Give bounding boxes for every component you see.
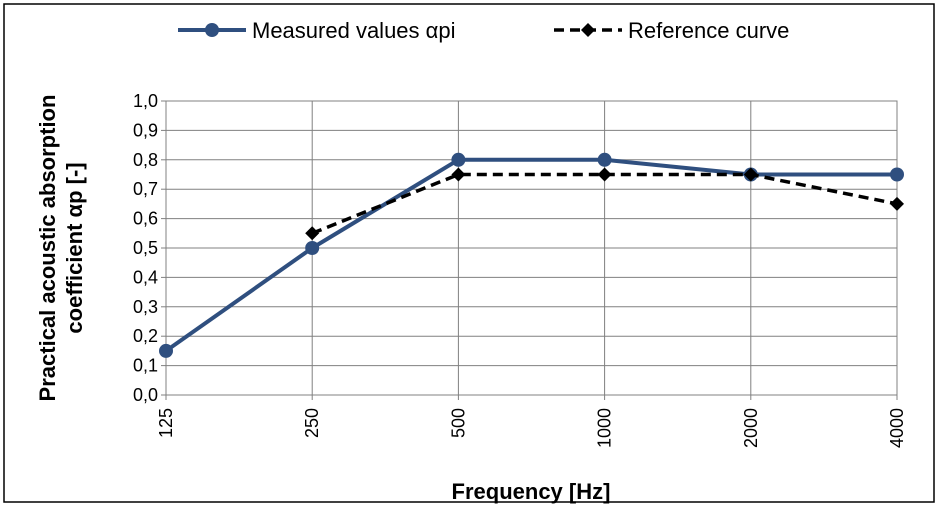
series [159, 152, 904, 358]
legend-marker-reference [581, 23, 595, 37]
x-tick-label: 125 [156, 408, 176, 438]
y-tick-label: 0,5 [133, 238, 158, 258]
data-point-0 [451, 152, 466, 167]
y-tick-label: 1,0 [133, 91, 158, 111]
y-tick-label: 0,9 [133, 120, 158, 140]
legend-item-reference: Reference curve [554, 18, 789, 43]
legend-item-measured: Measured values αpi [178, 18, 456, 43]
y-tick-label: 0,4 [133, 267, 158, 287]
y-axis-title-line-1: Practical acoustic absorption [35, 95, 60, 402]
x-tick-label: 1000 [595, 408, 615, 448]
data-point-1 [890, 196, 904, 211]
legend-label-measured: Measured values αpi [252, 18, 456, 43]
data-point-0 [305, 241, 320, 255]
x-tick-label: 500 [448, 408, 468, 438]
y-tick-label: 0,3 [133, 297, 158, 317]
y-tick-label: 0,8 [133, 150, 158, 170]
y-tick-label: 0,1 [133, 356, 158, 376]
y-tick-label: 0,2 [133, 326, 158, 346]
y-tick-label: 0,0 [133, 385, 158, 405]
data-point-1 [743, 167, 758, 182]
data-point-1 [451, 167, 466, 182]
y-axis-ticks: 0,0 0,1 0,2 0,3 0,4 0,5 0,6 0,7 0,8 0,9 1,0 [133, 91, 158, 405]
data-point-1 [305, 226, 320, 241]
data-point-0 [159, 343, 173, 358]
data-point-0 [890, 167, 904, 182]
series-line-0 [164, 157, 897, 353]
data-point-0 [597, 152, 612, 167]
x-tick-label: 2000 [741, 408, 761, 448]
y-tick-label: 0,6 [133, 209, 158, 229]
x-axis-title: Frequency [Hz] [452, 479, 611, 504]
y-axis-title: Practical acoustic absorption coefficien… [35, 95, 87, 402]
x-axis-ticks: 125 250 500 1000 2000 4000 [156, 408, 907, 448]
legend-marker-measured [205, 23, 219, 37]
legend: Measured values αpi Reference curve [178, 18, 789, 43]
grid [161, 100, 898, 400]
series-line-1 [311, 172, 898, 235]
y-axis-title-line-2: coefficient αp [-] [62, 162, 87, 333]
legend-label-reference: Reference curve [628, 18, 789, 43]
x-tick-label: 250 [302, 408, 322, 438]
x-tick-label: 4000 [887, 408, 907, 448]
y-tick-label: 0,7 [133, 179, 158, 199]
data-point-1 [597, 167, 612, 182]
